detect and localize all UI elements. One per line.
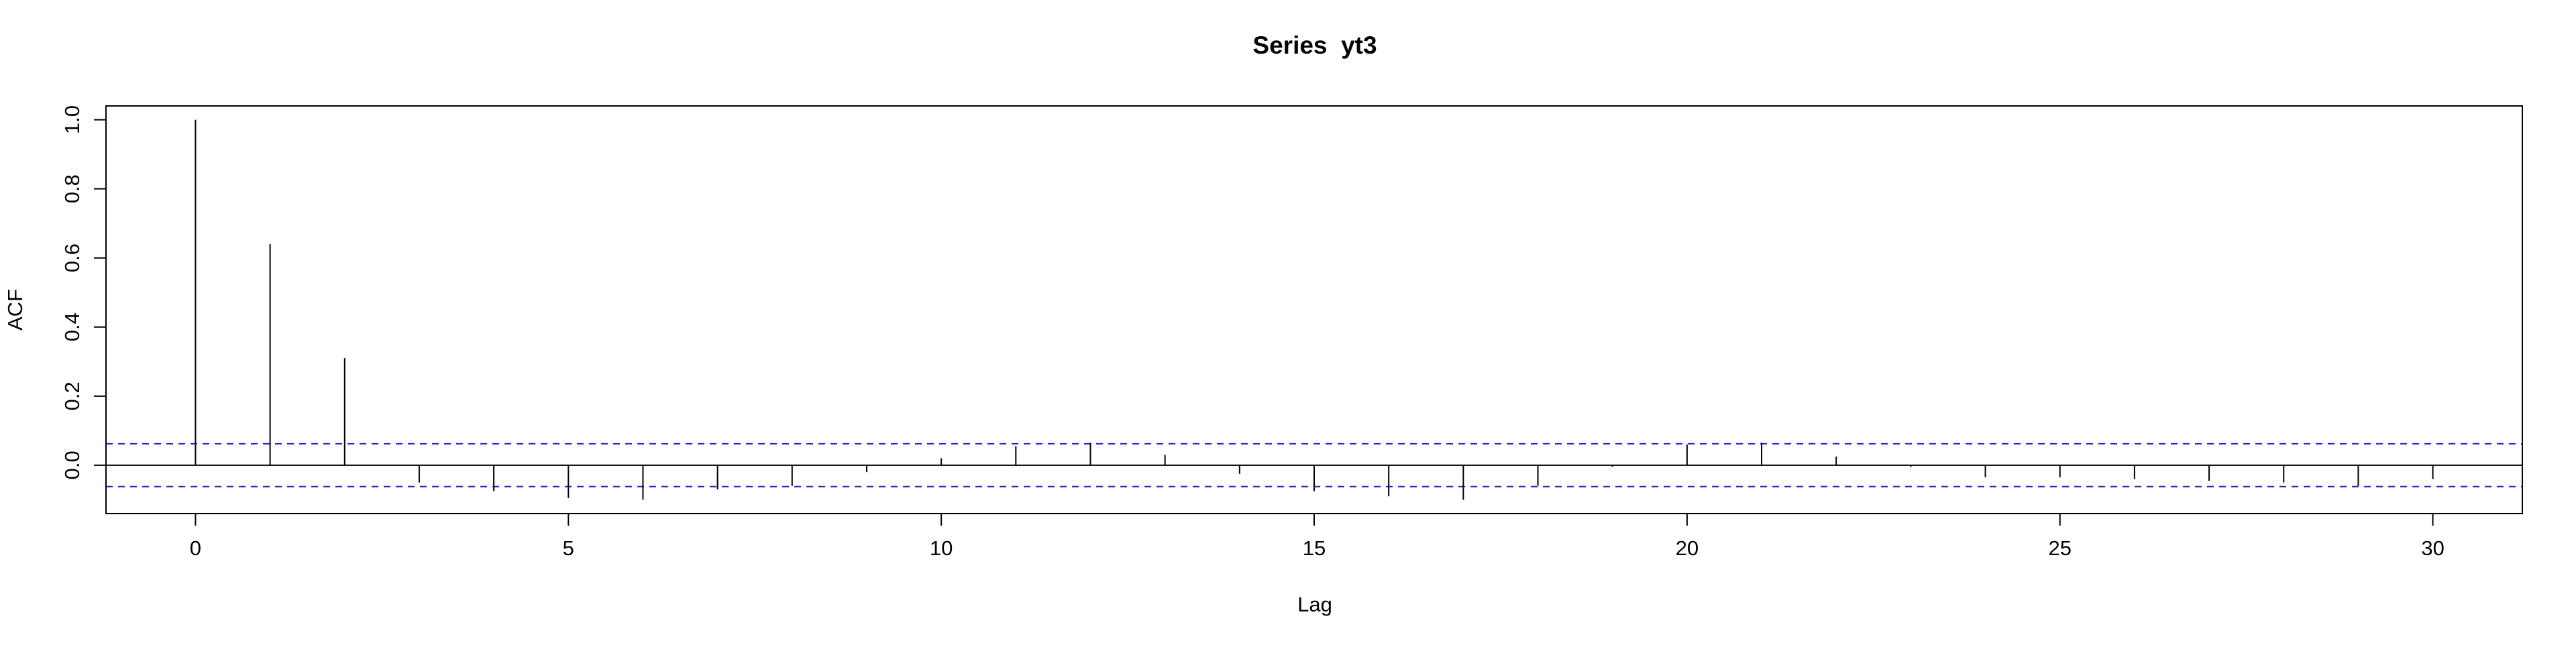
y-tick-label: 0.2 (60, 381, 84, 410)
x-axis-label: Lag (1297, 593, 1332, 616)
x-tick-label: 5 (563, 536, 574, 560)
plot-frame (105, 105, 2523, 514)
x-tick-label: 0 (190, 536, 201, 560)
y-axis: 0.0 0.2 0.4 0.6 0.8 1.0 (60, 105, 107, 479)
acf-bars (195, 119, 2434, 500)
x-tick-label: 30 (2421, 536, 2444, 560)
y-tick-label: 0.6 (60, 243, 84, 272)
x-axis: 0 5 10 15 20 25 30 (190, 513, 2445, 560)
x-tick-label: 20 (1676, 536, 1699, 560)
y-tick-label: 1.0 (60, 105, 84, 134)
x-tick-label: 10 (930, 536, 953, 560)
x-tick-label: 15 (1303, 536, 1326, 560)
y-axis-label: ACF (3, 289, 27, 331)
y-tick-label: 0.0 (60, 451, 84, 479)
x-tick-label: 25 (2048, 536, 2071, 560)
y-tick-label: 0.4 (60, 312, 84, 341)
y-tick-label: 0.8 (60, 174, 84, 203)
chart-title: Series yt3 (1252, 32, 1377, 59)
